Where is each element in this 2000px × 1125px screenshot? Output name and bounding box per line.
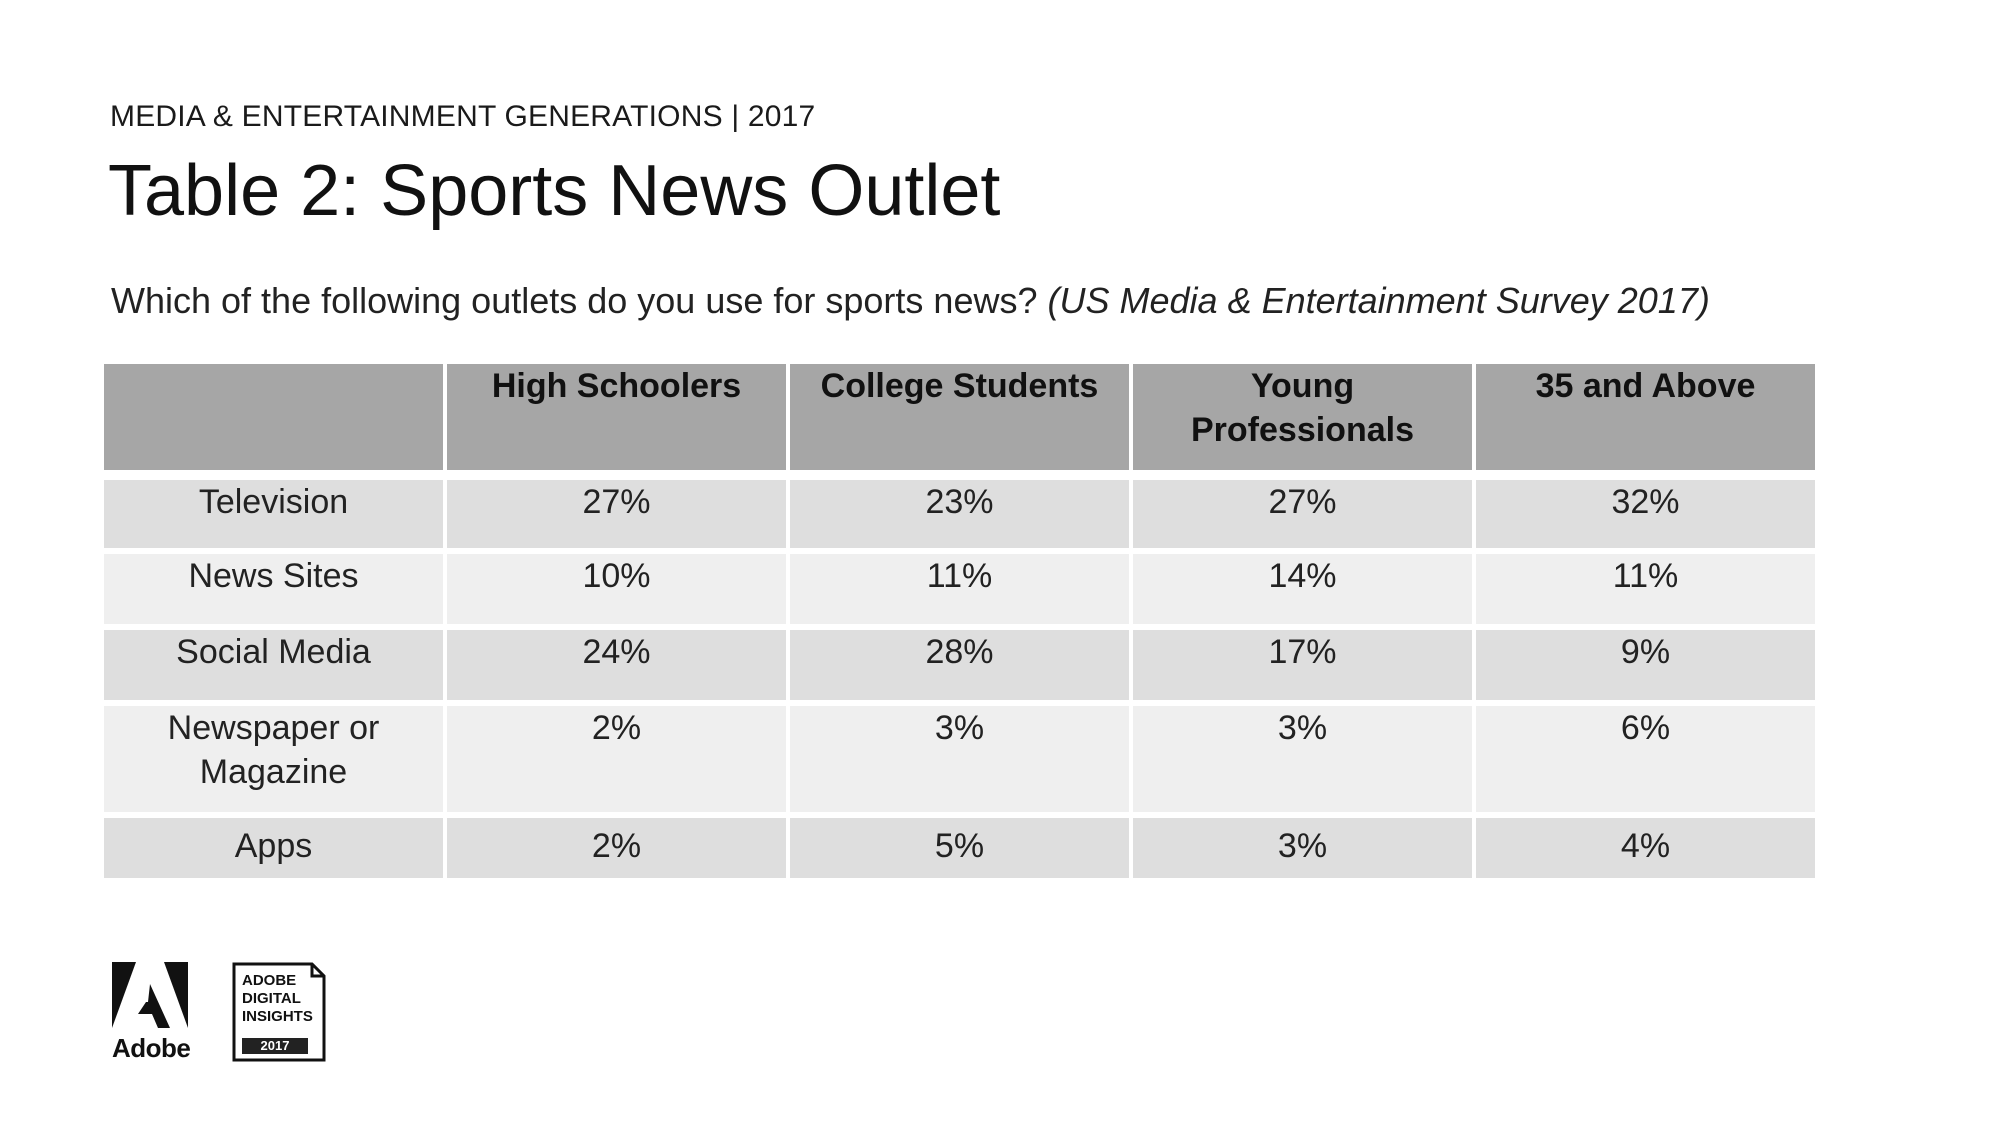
table-cell: 5%: [790, 812, 1129, 878]
column-header: High Schoolers: [447, 364, 786, 470]
question-text: Which of the following outlets do you us…: [111, 280, 1038, 321]
table-cell: 14%: [1133, 548, 1472, 624]
table-cell: 9%: [1476, 624, 1815, 700]
badge-year: 2017: [242, 1038, 308, 1054]
table-cell: 27%: [447, 470, 786, 548]
table-cell: 17%: [1133, 624, 1472, 700]
row-label: Television: [104, 470, 443, 548]
adobe-logo-icon: [112, 962, 188, 1028]
table-cell: 28%: [790, 624, 1129, 700]
adobe-wordmark: Adobe: [112, 1033, 191, 1063]
report-series-label: MEDIA & ENTERTAINMENT GENERATIONS | 2017: [110, 100, 816, 133]
table-cell: 27%: [1133, 470, 1472, 548]
sports-news-outlet-table: High Schoolers College Students Young Pro…: [100, 364, 1819, 878]
table-row: Apps 2% 5% 3% 4%: [104, 812, 1815, 878]
page-title: Table 2: Sports News Outlet: [108, 151, 1001, 231]
adobe-digital-insights-badge-icon: [232, 962, 326, 1062]
table-row: News Sites 10% 11% 14% 11%: [104, 548, 1815, 624]
adobe-logo: Adobe: [112, 962, 191, 1063]
column-header: 35 and Above: [1476, 364, 1815, 470]
table-cell: 11%: [1476, 548, 1815, 624]
column-header: Young Professionals: [1133, 364, 1472, 470]
table-cell: 6%: [1476, 700, 1815, 812]
table-cell: 24%: [447, 624, 786, 700]
table-cell: 10%: [447, 548, 786, 624]
row-label: News Sites: [104, 548, 443, 624]
table-cell: 2%: [447, 812, 786, 878]
table-row: Television 27% 23% 27% 32%: [104, 470, 1815, 548]
table-cell: 3%: [1133, 812, 1472, 878]
table-row: Newspaper or Magazine 2% 3% 3% 6%: [104, 700, 1815, 812]
row-label: Social Media: [104, 624, 443, 700]
table-cell: 23%: [790, 470, 1129, 548]
table-row: Social Media 24% 28% 17% 9%: [104, 624, 1815, 700]
table-cell: 32%: [1476, 470, 1815, 548]
table-header-row: High Schoolers College Students Young Pro…: [104, 364, 1815, 470]
column-header: College Students: [790, 364, 1129, 470]
table-cell: 11%: [790, 548, 1129, 624]
question-source: (US Media & Entertainment Survey 2017): [1047, 280, 1710, 321]
table-cell: 4%: [1476, 812, 1815, 878]
digital-insights-badge: ADOBE DIGITAL INSIGHTS 2017: [228, 962, 328, 1062]
table-cell: 3%: [790, 700, 1129, 812]
badge-text: ADOBE DIGITAL INSIGHTS: [242, 972, 313, 1025]
header-corner-cell: [104, 364, 443, 470]
table-cell: 3%: [1133, 700, 1472, 812]
table-cell: 2%: [447, 700, 786, 812]
row-label: Apps: [104, 812, 443, 878]
row-label: Newspaper or Magazine: [104, 700, 443, 812]
survey-question: Which of the following outlets do you us…: [111, 280, 1710, 322]
